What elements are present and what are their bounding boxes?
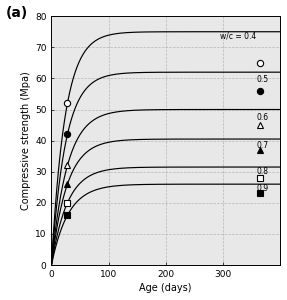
X-axis label: Age (days): Age (days): [139, 283, 192, 293]
Text: 0.5: 0.5: [256, 76, 268, 85]
Text: 0.7: 0.7: [256, 141, 268, 150]
Text: 0.9: 0.9: [256, 184, 268, 193]
Text: 0.6: 0.6: [256, 113, 268, 122]
Text: w/c = 0.4: w/c = 0.4: [220, 32, 256, 41]
Text: (a): (a): [6, 6, 28, 20]
Y-axis label: Compressive strength (Mpa): Compressive strength (Mpa): [21, 71, 31, 210]
Text: 0.8: 0.8: [256, 167, 268, 176]
